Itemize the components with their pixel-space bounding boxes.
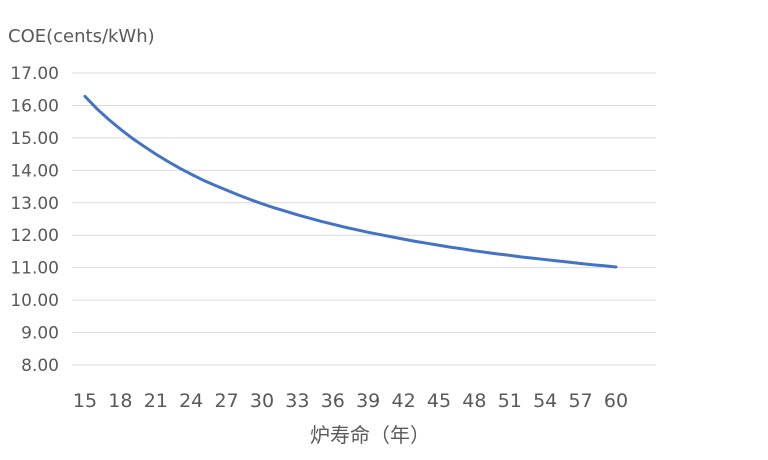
y-axis-title: COE(cents/kWh) bbox=[8, 26, 155, 47]
y-tick-label: 16.00 bbox=[10, 96, 59, 116]
x-tick-label: 15 bbox=[73, 390, 97, 412]
x-tick-label: 21 bbox=[144, 390, 168, 412]
y-tick-label: 8.00 bbox=[21, 356, 59, 376]
y-tick-label: 14.00 bbox=[10, 161, 59, 181]
x-tick-label: 48 bbox=[462, 390, 486, 412]
y-tick-label: 17.00 bbox=[10, 64, 59, 84]
y-tick-label: 15.00 bbox=[10, 129, 59, 149]
series-line bbox=[83, 94, 618, 269]
x-tick-label: 36 bbox=[321, 390, 345, 412]
x-tick-label: 33 bbox=[285, 390, 309, 412]
x-tick-label: 30 bbox=[250, 390, 274, 412]
x-tick-label: 39 bbox=[356, 390, 380, 412]
x-tick-label: 42 bbox=[392, 390, 416, 412]
x-tick-label: 51 bbox=[498, 390, 522, 412]
y-tick-label: 12.00 bbox=[10, 226, 59, 246]
x-tick-label: 24 bbox=[179, 390, 203, 412]
x-tick-label: 45 bbox=[427, 390, 451, 412]
series-lines bbox=[83, 94, 618, 269]
x-tick-label: 60 bbox=[604, 390, 628, 412]
y-tick-label: 9.00 bbox=[21, 324, 59, 344]
x-tick-label: 18 bbox=[108, 390, 132, 412]
y-tick-label: 13.00 bbox=[10, 194, 59, 214]
y-tick-label: 11.00 bbox=[10, 259, 59, 279]
gridlines bbox=[72, 72, 656, 366]
x-tick-label: 54 bbox=[533, 390, 557, 412]
x-axis-title: 炉寿命（年） bbox=[310, 423, 430, 447]
x-tick-label: 27 bbox=[215, 390, 239, 412]
x-tick-label: 57 bbox=[569, 390, 593, 412]
y-tick-labels: 8.00 9.00 10.00 11.00 12.00 13.00 14.00 15.00 16… bbox=[10, 64, 59, 376]
x-tick-labels: 15 18 21 24 27 30 33 36 39 42 45 48 51 54 57 60 bbox=[73, 390, 628, 412]
y-tick-label: 10.00 bbox=[10, 291, 59, 311]
